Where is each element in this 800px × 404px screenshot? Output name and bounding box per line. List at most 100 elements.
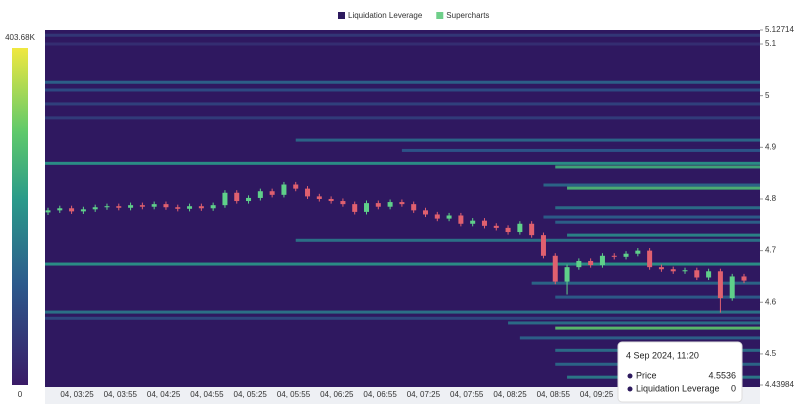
candle-body <box>564 267 570 282</box>
candle-body <box>387 202 393 207</box>
candle-body <box>234 192 240 202</box>
heat-level <box>45 262 760 266</box>
legend-swatch <box>338 12 345 19</box>
tooltip-value: 0 <box>731 383 736 393</box>
candle-body <box>470 220 476 224</box>
heat-level <box>295 138 760 142</box>
colorbar-label: 403.68K <box>5 33 35 42</box>
candle-body <box>128 205 134 208</box>
x-tick-label: 04, 09:25 <box>580 390 614 399</box>
candle-body <box>151 204 157 207</box>
candle-body <box>316 196 322 199</box>
legend-swatch <box>436 12 444 19</box>
x-tick-label: 04, 05:55 <box>277 390 311 399</box>
candle-body <box>163 204 169 208</box>
x-tick-label: 04, 06:25 <box>320 390 354 399</box>
x-tick-label: 04, 04:25 <box>147 390 181 399</box>
y-tick-label: 5.1 <box>765 39 777 48</box>
candle-body <box>493 225 499 228</box>
candle-body <box>529 223 535 236</box>
candle-body <box>647 250 653 268</box>
candle-body <box>670 269 676 272</box>
candle-body <box>505 227 511 233</box>
heat-level <box>567 233 760 237</box>
y-tick-label: 4.9 <box>765 142 777 151</box>
candle-body <box>328 198 334 202</box>
candle-body <box>599 255 605 266</box>
candle-body <box>588 260 594 266</box>
candle-body <box>576 260 582 268</box>
candle-body <box>682 270 688 272</box>
candle-body <box>198 206 204 209</box>
candle-body <box>741 276 747 281</box>
heat-level <box>45 102 760 106</box>
x-tick-label: 04, 08:55 <box>537 390 571 399</box>
heat-level <box>295 238 760 242</box>
tooltip-dot <box>627 373 633 379</box>
candle-body <box>411 204 417 211</box>
heat-level <box>401 148 760 152</box>
candle-body <box>352 204 358 212</box>
heat-level <box>555 295 760 299</box>
x-tick-label: 04, 06:55 <box>363 390 397 399</box>
candle-body <box>92 207 98 210</box>
candle-body <box>222 192 228 206</box>
candle-body <box>399 202 405 205</box>
heat-level <box>543 215 760 219</box>
heat-level <box>531 281 760 285</box>
legend: Liquidation Leverage Supercharts <box>338 11 489 20</box>
x-tick-label: 04, 05:25 <box>234 390 268 399</box>
candle-body <box>187 206 193 209</box>
heat-level <box>45 310 760 314</box>
candle-body <box>364 203 370 212</box>
heat-level <box>45 316 760 320</box>
candle-body <box>729 276 735 299</box>
y-tick-label: 5.12714 <box>765 25 794 34</box>
heat-level <box>45 161 760 165</box>
color-bar <box>12 48 28 385</box>
candle-body <box>611 255 617 257</box>
tooltip-label: Price <box>636 370 657 380</box>
y-tick-label: 4.43984 <box>765 380 794 389</box>
heat-level <box>519 336 760 340</box>
heat-level <box>45 80 760 84</box>
y-tick-label: 5 <box>765 91 770 100</box>
x-tick-label: 04, 07:55 <box>450 390 484 399</box>
candle-body <box>422 210 428 215</box>
heat-level <box>567 186 760 190</box>
candle-body <box>269 191 275 195</box>
candle-body <box>139 205 145 207</box>
y-tick-label: 4.6 <box>765 297 777 306</box>
candle-body <box>257 191 263 198</box>
candle-body <box>80 209 86 212</box>
candle-body <box>69 208 75 212</box>
heat-level <box>508 321 760 325</box>
candle-body <box>434 214 440 219</box>
heat-level <box>45 42 760 46</box>
y-tick-label: 4.7 <box>765 246 777 255</box>
candle-body <box>45 210 51 213</box>
candle-body <box>281 184 287 195</box>
candle-body <box>293 184 299 189</box>
candle-body <box>104 206 110 208</box>
x-tick-label: 04, 03:55 <box>104 390 138 399</box>
heat-level <box>543 183 760 187</box>
tooltip-box <box>617 341 743 403</box>
candle-body <box>210 205 216 209</box>
tooltip-title: 4 Sep 2024, 11:20 <box>626 350 699 360</box>
tooltip: 4 Sep 2024, 11:20 Price 4.5536 Liquidation … <box>617 341 743 403</box>
x-tick-label: 04, 08:25 <box>493 390 527 399</box>
candle-body <box>706 271 712 278</box>
candle-body <box>375 203 381 207</box>
candle-body <box>540 235 546 256</box>
candle-body <box>446 215 452 219</box>
candle-body <box>623 253 629 257</box>
candle-body <box>116 206 122 208</box>
candle-body <box>481 220 487 226</box>
heat-level <box>45 33 760 37</box>
candle-body <box>458 215 464 224</box>
tooltip-dot <box>627 386 633 392</box>
candle-body <box>635 250 641 254</box>
